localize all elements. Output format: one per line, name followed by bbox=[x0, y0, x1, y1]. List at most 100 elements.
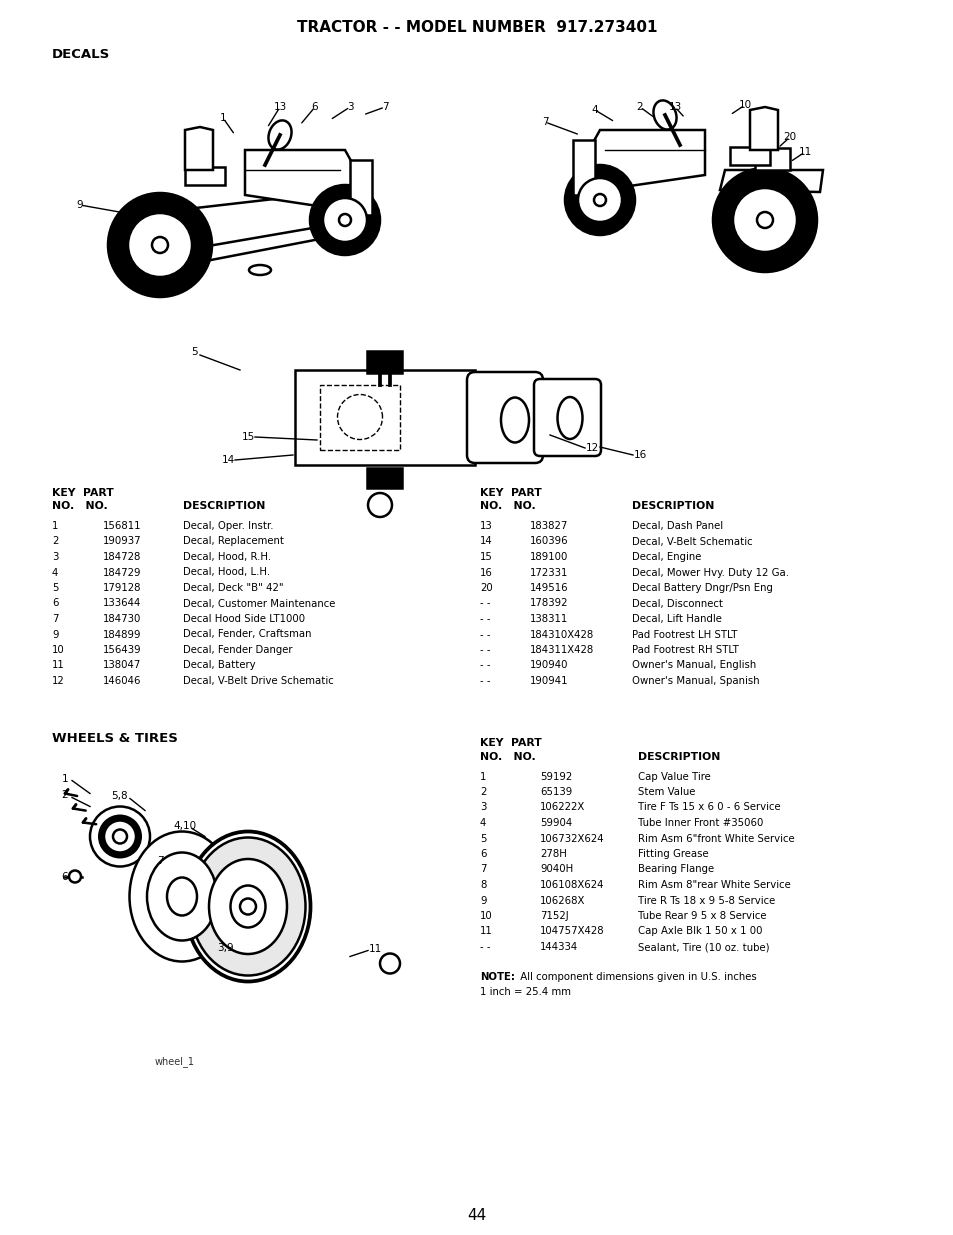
Text: 10: 10 bbox=[738, 100, 751, 110]
Text: DESCRIPTION: DESCRIPTION bbox=[183, 501, 265, 511]
Circle shape bbox=[98, 815, 142, 858]
Text: 15: 15 bbox=[241, 432, 254, 442]
Text: 65139: 65139 bbox=[539, 787, 572, 797]
Text: 2: 2 bbox=[52, 536, 58, 547]
Ellipse shape bbox=[191, 837, 305, 976]
Text: 7: 7 bbox=[156, 856, 163, 866]
Text: 20: 20 bbox=[479, 583, 493, 593]
Text: 12: 12 bbox=[585, 443, 598, 453]
FancyBboxPatch shape bbox=[294, 370, 475, 466]
Text: 3,9: 3,9 bbox=[216, 944, 233, 953]
Ellipse shape bbox=[249, 266, 271, 275]
Text: Owner's Manual, English: Owner's Manual, English bbox=[631, 661, 756, 671]
Text: Decal, Hood, R.H.: Decal, Hood, R.H. bbox=[183, 552, 271, 562]
Circle shape bbox=[594, 194, 605, 206]
Text: Decal, Replacement: Decal, Replacement bbox=[183, 536, 284, 547]
Text: 9: 9 bbox=[52, 630, 58, 640]
Bar bbox=[754, 148, 789, 170]
Text: wheel_1: wheel_1 bbox=[154, 1056, 194, 1067]
Text: 106732X624: 106732X624 bbox=[539, 834, 604, 844]
Text: - -: - - bbox=[479, 645, 490, 655]
Text: 4: 4 bbox=[479, 818, 486, 827]
Text: 6: 6 bbox=[52, 599, 58, 609]
Text: 138311: 138311 bbox=[530, 614, 568, 624]
Text: 11: 11 bbox=[52, 661, 65, 671]
Text: Cap Value Tire: Cap Value Tire bbox=[638, 772, 710, 782]
Text: 5,8: 5,8 bbox=[112, 790, 128, 800]
Text: 184728: 184728 bbox=[103, 552, 141, 562]
Text: 10: 10 bbox=[52, 645, 65, 655]
Circle shape bbox=[240, 899, 255, 914]
Text: DESCRIPTION: DESCRIPTION bbox=[638, 752, 720, 762]
Polygon shape bbox=[749, 107, 778, 149]
Text: 14: 14 bbox=[479, 536, 493, 547]
Polygon shape bbox=[185, 225, 330, 266]
Text: 183827: 183827 bbox=[530, 521, 568, 531]
Text: Decal, Fender, Craftsman: Decal, Fender, Craftsman bbox=[183, 630, 312, 640]
Polygon shape bbox=[245, 149, 376, 215]
Polygon shape bbox=[729, 147, 769, 165]
FancyBboxPatch shape bbox=[319, 385, 399, 450]
Circle shape bbox=[108, 193, 212, 296]
Bar bbox=[350, 161, 372, 215]
Text: 156811: 156811 bbox=[103, 521, 141, 531]
Text: Tube Inner Front #35060: Tube Inner Front #35060 bbox=[638, 818, 762, 827]
Circle shape bbox=[323, 198, 367, 242]
Text: Bearing Flange: Bearing Flange bbox=[638, 864, 714, 874]
Text: Sealant, Tire (10 oz. tube): Sealant, Tire (10 oz. tube) bbox=[638, 942, 769, 952]
Text: 4: 4 bbox=[591, 105, 598, 115]
Text: 12: 12 bbox=[52, 676, 65, 685]
Text: 189100: 189100 bbox=[530, 552, 568, 562]
Text: 4: 4 bbox=[52, 568, 58, 578]
Polygon shape bbox=[185, 127, 213, 170]
Text: Fitting Grease: Fitting Grease bbox=[638, 848, 708, 860]
Text: Stem Value: Stem Value bbox=[638, 787, 695, 797]
Text: 13: 13 bbox=[274, 103, 286, 112]
Bar bbox=[367, 468, 401, 488]
Text: 3: 3 bbox=[346, 103, 353, 112]
Text: Decal Battery Dngr/Psn Eng: Decal Battery Dngr/Psn Eng bbox=[631, 583, 772, 593]
Text: 1: 1 bbox=[52, 521, 58, 531]
Ellipse shape bbox=[231, 885, 265, 927]
Text: 16: 16 bbox=[633, 450, 646, 459]
Text: 184729: 184729 bbox=[103, 568, 141, 578]
Text: 4,10: 4,10 bbox=[173, 821, 196, 831]
Text: Decal, Fender Danger: Decal, Fender Danger bbox=[183, 645, 293, 655]
Text: Decal, Disconnect: Decal, Disconnect bbox=[631, 599, 722, 609]
Ellipse shape bbox=[147, 852, 216, 941]
Text: 11: 11 bbox=[798, 147, 811, 157]
Text: 9: 9 bbox=[76, 200, 83, 210]
Text: 7: 7 bbox=[381, 103, 388, 112]
Text: NOTE:: NOTE: bbox=[479, 972, 515, 982]
Polygon shape bbox=[567, 130, 704, 195]
Text: 184310X428: 184310X428 bbox=[530, 630, 594, 640]
Text: Decal, V-Belt Schematic: Decal, V-Belt Schematic bbox=[631, 536, 752, 547]
Text: 5: 5 bbox=[52, 583, 58, 593]
Text: All component dimensions given in U.S. inches: All component dimensions given in U.S. i… bbox=[517, 972, 756, 982]
Text: 5: 5 bbox=[479, 834, 486, 844]
Text: Tire F Ts 15 x 6 0 - 6 Service: Tire F Ts 15 x 6 0 - 6 Service bbox=[638, 803, 780, 813]
Text: Decal, Oper. Instr.: Decal, Oper. Instr. bbox=[183, 521, 274, 531]
Text: 44: 44 bbox=[467, 1208, 486, 1223]
Text: 2: 2 bbox=[479, 787, 486, 797]
Text: 106268X: 106268X bbox=[539, 895, 585, 905]
Text: 6: 6 bbox=[479, 848, 486, 860]
Circle shape bbox=[104, 820, 136, 852]
Text: 190937: 190937 bbox=[103, 536, 141, 547]
Circle shape bbox=[310, 185, 379, 254]
Text: Tire R Ts 18 x 9 5-8 Service: Tire R Ts 18 x 9 5-8 Service bbox=[638, 895, 775, 905]
Text: 16: 16 bbox=[479, 568, 493, 578]
Circle shape bbox=[128, 212, 192, 277]
Text: 5: 5 bbox=[192, 347, 198, 357]
Text: 7: 7 bbox=[541, 117, 548, 127]
Ellipse shape bbox=[557, 396, 582, 438]
Text: Decal, Dash Panel: Decal, Dash Panel bbox=[631, 521, 722, 531]
Text: - -: - - bbox=[479, 676, 490, 685]
Text: Decal, Battery: Decal, Battery bbox=[183, 661, 255, 671]
Text: Decal, Customer Maintenance: Decal, Customer Maintenance bbox=[183, 599, 335, 609]
Text: 160396: 160396 bbox=[530, 536, 568, 547]
Text: 146046: 146046 bbox=[103, 676, 141, 685]
Text: 2: 2 bbox=[62, 790, 69, 800]
Text: - -: - - bbox=[479, 630, 490, 640]
Circle shape bbox=[112, 830, 127, 844]
